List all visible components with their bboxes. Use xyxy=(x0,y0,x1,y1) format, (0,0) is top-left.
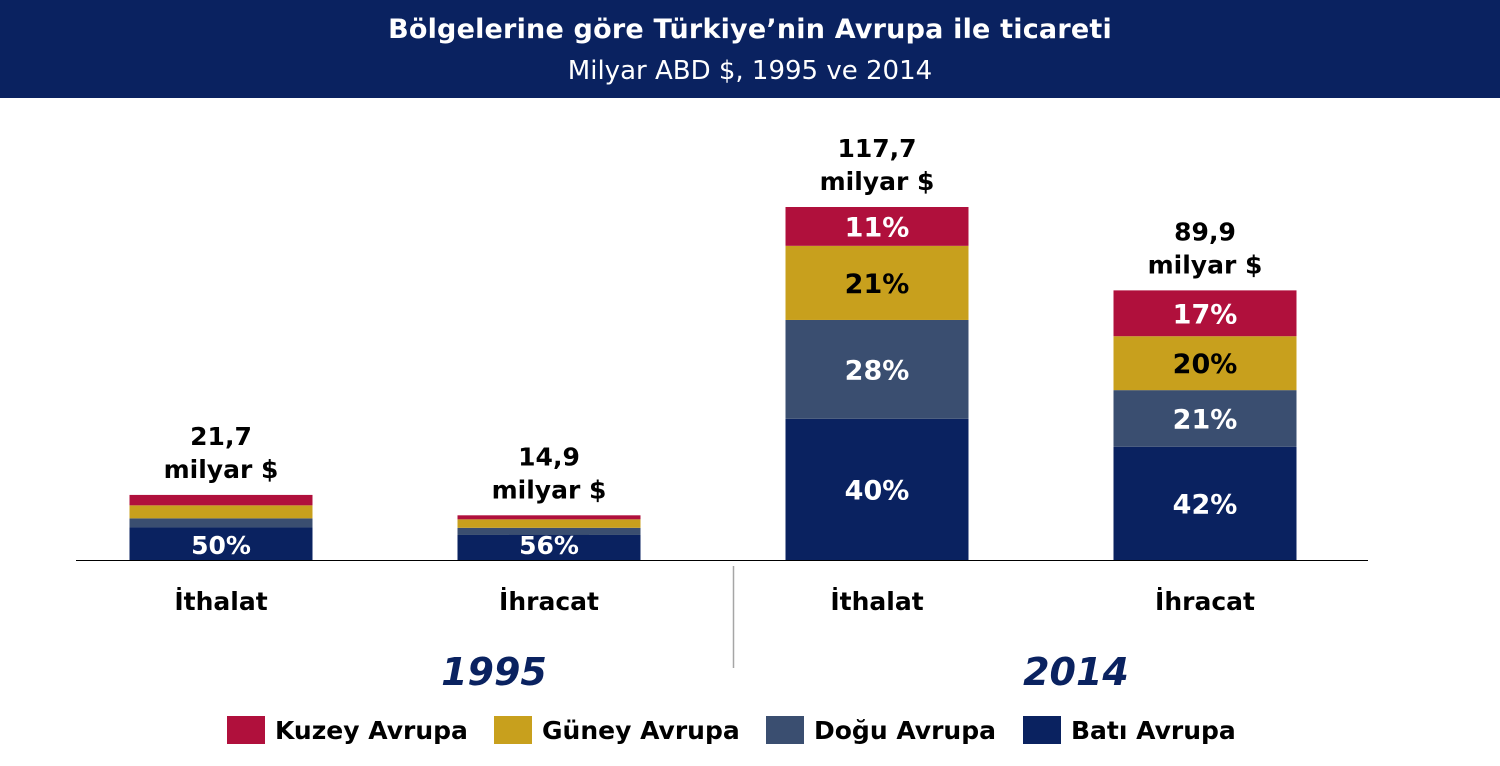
legend-swatch-kuzey-avrupa xyxy=(227,716,265,744)
group-label-2014: 2014 xyxy=(1023,650,1129,694)
bar-segment-kuzey-avrupa-1995-ithalat xyxy=(129,494,313,506)
data-label-guney-avrupa-2014-ithalat: 21% xyxy=(845,269,910,300)
total-unit-1995-ithalat: milyar $ xyxy=(164,455,279,484)
bar-segment-bati-avrupa-2014-ithalat xyxy=(785,418,969,560)
chart-subtitle: Milyar ABD $, 1995 ve 2014 xyxy=(567,56,933,86)
legend-swatch-dogu-avrupa xyxy=(766,716,804,744)
bar-segment-kuzey-avrupa-1995-ihracat xyxy=(457,515,641,520)
total-value-1995-ithalat: 21,7 xyxy=(190,422,252,451)
legend-label-guney-avrupa: Güney Avrupa xyxy=(542,716,740,745)
data-label-guney-avrupa-2014-ihracat: 20% xyxy=(1173,349,1238,380)
category-label-2014-ihracat: İhracat xyxy=(1155,586,1255,616)
legend-swatch-guney-avrupa xyxy=(494,716,532,744)
bar-segment-dogu-avrupa-1995-ihracat xyxy=(457,527,641,535)
total-value-2014-ihracat: 89,9 xyxy=(1174,217,1236,246)
total-unit-2014-ihracat: milyar $ xyxy=(1148,250,1263,279)
total-unit-2014-ithalat: milyar $ xyxy=(820,167,935,196)
group-label-1995: 1995 xyxy=(441,650,547,694)
bar-segment-guney-avrupa-2014-ihracat xyxy=(1113,336,1297,391)
legend-label-bati-avrupa: Batı Avrupa xyxy=(1071,716,1236,745)
chart-header: Bölgelerine göre Türkiye’nin Avrupa ile … xyxy=(0,0,1500,98)
data-label-bati-avrupa-1995-ithalat: 50% xyxy=(191,531,251,560)
data-label-kuzey-avrupa-2014-ithalat: 11% xyxy=(845,212,910,243)
data-label-bati-avrupa-2014-ithalat: 40% xyxy=(845,475,910,506)
bar-segment-bati-avrupa-1995-ithalat xyxy=(129,527,313,560)
legend-label-kuzey-avrupa: Kuzey Avrupa xyxy=(275,716,468,745)
data-label-dogu-avrupa-2014-ihracat: 21% xyxy=(1173,404,1238,435)
data-label-kuzey-avrupa-2014-ihracat: 17% xyxy=(1173,299,1238,330)
data-label-bati-avrupa-2014-ihracat: 42% xyxy=(1173,489,1238,520)
total-value-1995-ihracat: 14,9 xyxy=(518,442,580,471)
bar-segment-dogu-avrupa-2014-ihracat xyxy=(1113,390,1297,447)
bar-segment-guney-avrupa-1995-ithalat xyxy=(129,505,313,519)
chart-title: Bölgelerine göre Türkiye’nin Avrupa ile … xyxy=(388,14,1112,45)
bar-segment-kuzey-avrupa-2014-ihracat xyxy=(1113,290,1297,337)
category-label-1995-ihracat: İhracat xyxy=(499,586,599,616)
data-label-dogu-avrupa-2014-ithalat: 28% xyxy=(845,355,910,386)
total-unit-1995-ihracat: milyar $ xyxy=(492,475,607,504)
bar-segment-guney-avrupa-1995-ihracat xyxy=(457,519,641,528)
bar-segment-dogu-avrupa-2014-ithalat xyxy=(785,319,969,419)
bar-segment-guney-avrupa-2014-ithalat xyxy=(785,245,969,320)
bar-segment-kuzey-avrupa-2014-ithalat xyxy=(785,207,969,246)
legend-swatch-bati-avrupa xyxy=(1023,716,1061,744)
bar-segment-dogu-avrupa-1995-ithalat xyxy=(129,518,313,528)
category-label-1995-ithalat: İthalat xyxy=(174,586,267,616)
legend-label-dogu-avrupa: Doğu Avrupa xyxy=(814,716,996,745)
total-value-2014-ithalat: 117,7 xyxy=(837,134,916,163)
bar-segment-bati-avrupa-2014-ihracat xyxy=(1113,446,1297,560)
data-label-bati-avrupa-1995-ihracat: 56% xyxy=(519,531,579,560)
category-label-2014-ithalat: İthalat xyxy=(830,586,923,616)
chart-legend: Kuzey Avrupa Güney Avrupa Doğu Avrupa Batı … xyxy=(0,712,1500,752)
